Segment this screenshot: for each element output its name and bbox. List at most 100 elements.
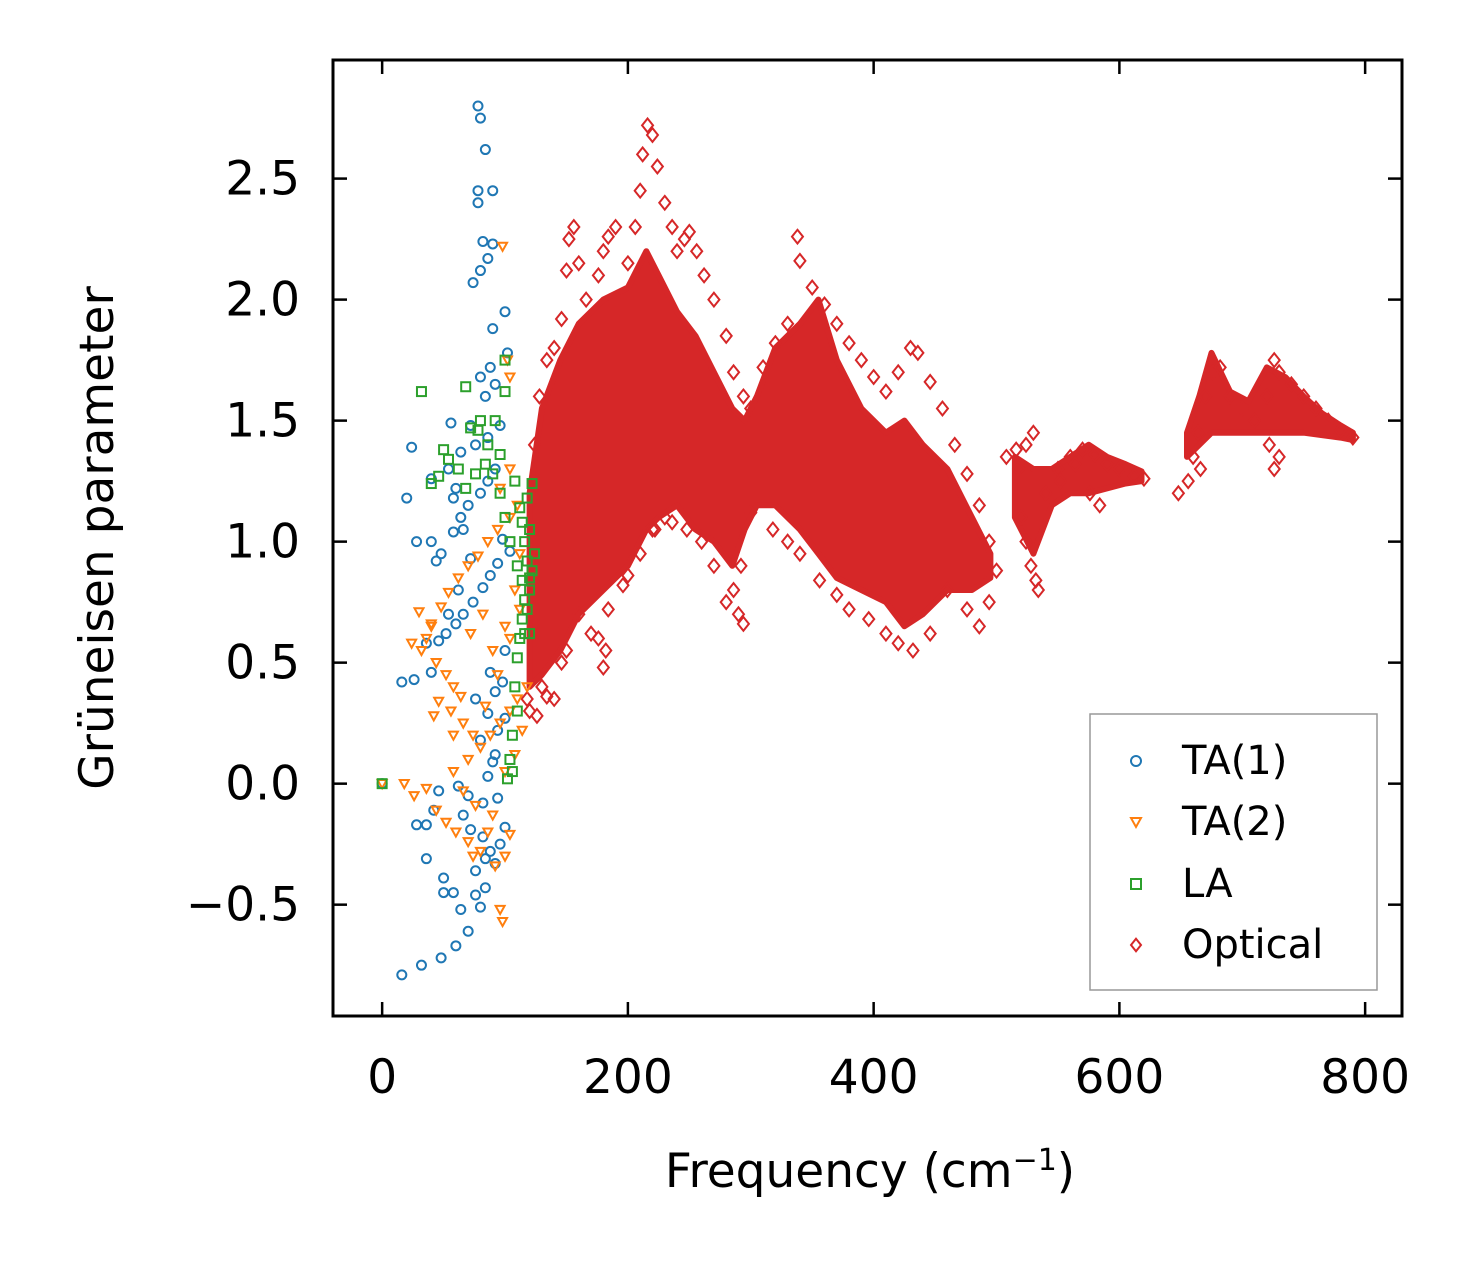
- optical-point: [601, 228, 616, 246]
- la-point: [506, 729, 518, 741]
- optical-band-fills: [526, 248, 1356, 690]
- optical-point: [694, 533, 709, 551]
- la-point: [526, 478, 538, 490]
- optical-point: [1333, 421, 1348, 439]
- optical-point: [947, 436, 962, 454]
- la-point: [524, 524, 536, 536]
- optical-point: [768, 334, 783, 352]
- optical-point: [682, 223, 697, 241]
- la-point: [516, 516, 528, 528]
- optical-point: [645, 521, 660, 539]
- ta2-point: [447, 766, 460, 779]
- optical-point: [719, 327, 733, 345]
- optical-point: [1272, 363, 1286, 381]
- x-tick-label: 200: [583, 1050, 673, 1105]
- ta2-point: [516, 725, 529, 737]
- optical-point: [734, 557, 748, 575]
- ta2-point: [398, 779, 411, 791]
- la-point: [474, 415, 486, 427]
- ta2-point: [474, 742, 487, 754]
- la-point: [499, 511, 511, 523]
- optical-point: [680, 521, 694, 539]
- optical-point: [650, 158, 665, 175]
- optical-point: [1171, 484, 1186, 502]
- optical-point: [940, 581, 955, 599]
- optical-point: [608, 218, 623, 236]
- optical-point: [726, 363, 741, 381]
- ta1-point: [470, 439, 482, 451]
- ta1-point: [450, 618, 462, 630]
- ta2-point: [415, 645, 428, 658]
- ta1-point: [474, 901, 486, 913]
- ta1-point: [411, 536, 423, 548]
- ta1-point: [457, 524, 469, 536]
- ta1-point: [415, 959, 427, 971]
- ta2-point: [425, 621, 438, 633]
- optical-point: [530, 707, 544, 725]
- la-point: [511, 705, 523, 717]
- ta1-point: [482, 770, 494, 782]
- ta2-point: [434, 602, 448, 614]
- optical-point: [891, 363, 905, 381]
- optical-point: [571, 605, 586, 623]
- optical-point: [793, 545, 807, 563]
- ta1-point: [430, 555, 442, 567]
- optical-point: [766, 521, 780, 539]
- ta1-point: [482, 252, 494, 264]
- optical-point: [923, 373, 937, 391]
- ta1-point: [494, 838, 506, 850]
- ta1-point: [497, 676, 509, 688]
- ta2-point: [471, 551, 485, 563]
- la-point: [504, 753, 516, 765]
- ta2-point: [447, 730, 460, 742]
- optical-point: [879, 383, 893, 401]
- optical-point: [1235, 400, 1250, 417]
- ta1-point: [499, 645, 511, 657]
- ta2-point: [491, 670, 504, 682]
- ta1-point: [484, 361, 496, 373]
- la-point: [487, 468, 499, 480]
- optical-point: [1083, 484, 1097, 502]
- ta1-point: [401, 492, 413, 504]
- optical-point: [719, 593, 733, 611]
- la-point: [499, 386, 511, 398]
- optical-point: [621, 567, 635, 584]
- y-tick-label: 1.5: [225, 394, 300, 449]
- ta1-point: [472, 100, 484, 112]
- ta1-point: [435, 952, 447, 964]
- ta1-point: [479, 882, 491, 894]
- optical-point: [554, 654, 569, 672]
- ta2-point: [457, 718, 470, 730]
- ta2-point: [432, 696, 445, 708]
- la-point: [511, 652, 523, 664]
- ta1-point: [477, 236, 489, 248]
- ta2-point: [461, 561, 475, 573]
- ta2-point: [439, 670, 453, 682]
- ta1-point: [443, 608, 455, 620]
- la-point: [516, 613, 528, 625]
- ta1-point: [492, 792, 504, 804]
- optical-point: [1024, 557, 1038, 575]
- optical-point: [1284, 375, 1299, 393]
- optical-point: [1198, 387, 1213, 405]
- ta2-point: [457, 786, 470, 798]
- ta1-point: [479, 390, 491, 402]
- la-point: [524, 584, 536, 596]
- ta2-point: [508, 585, 522, 597]
- legend: TA(1) TA(2) LA Optical: [1089, 713, 1378, 991]
- optical-point: [633, 545, 647, 563]
- la-point: [521, 603, 533, 615]
- ta1-point: [487, 323, 499, 335]
- la-point: [425, 478, 437, 490]
- optical-point: [1272, 448, 1286, 466]
- optical-cloud-band: [1184, 349, 1356, 460]
- ta2-point: [493, 904, 507, 917]
- ta2-point: [496, 241, 509, 253]
- la-point: [452, 463, 464, 475]
- optical-point: [1119, 465, 1134, 483]
- optical-point: [567, 218, 581, 236]
- ta1-point: [487, 756, 499, 768]
- optical-point: [657, 508, 672, 526]
- ta2-point: [420, 633, 433, 645]
- y-tick-label: 2.5: [225, 152, 300, 207]
